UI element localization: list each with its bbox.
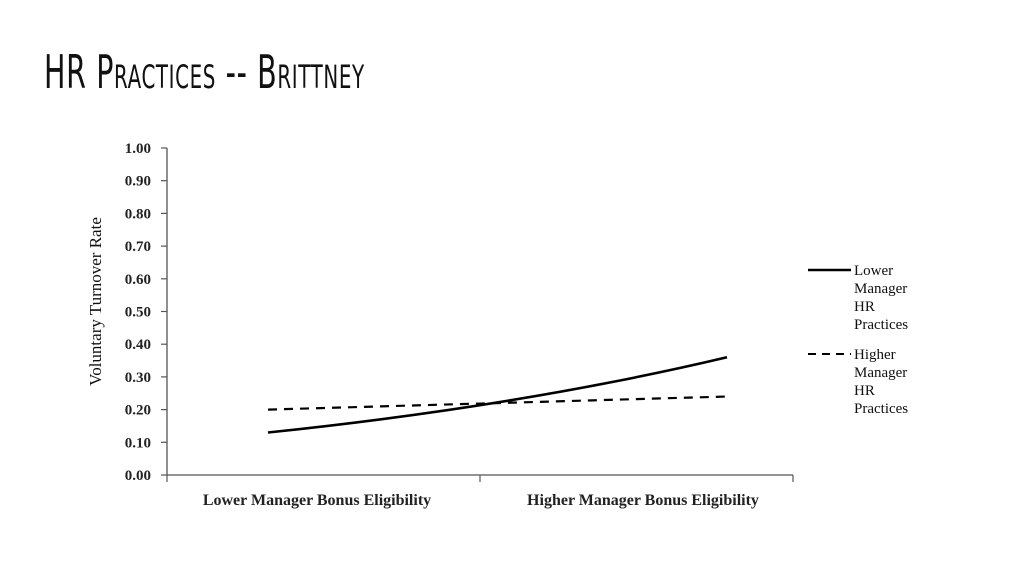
y-tick-label: 0.60 [125,272,151,288]
x-category-label: Higher Manager Bonus Eligibility [527,492,759,509]
y-axis: 0.00 0.10 0.20 0.30 0.40 0.50 0.60 0.70 0.80 0.90… [86,141,168,484]
legend-label-line: Practices [854,401,908,417]
legend-label-line: Manager [854,365,907,381]
y-tick-label: 0.80 [125,206,151,222]
legend-label-line: Lower [854,263,893,279]
legend-label-line: Higher [854,347,896,363]
y-axis-title: Voluntary Turnover Rate [86,217,105,386]
legend-label-line: HR [854,299,875,315]
x-axis: Lower Manager Bonus Eligibility Higher Ma… [166,474,794,509]
legend-label-line: Manager [854,281,907,297]
series-line-2 [267,395,728,411]
series-layer [267,356,728,434]
y-tick-label: 0.30 [125,370,151,386]
legend: Lower Manager HR Practices Higher Manager HR Pr… [808,263,908,417]
slide-title: HR Practices -- Brittney [44,45,365,99]
series-line-1 [267,356,728,434]
y-tick-label: 0.50 [125,305,151,321]
y-tick-label: 0.10 [125,435,151,451]
y-tick-label: 0.00 [125,468,151,484]
y-tick-label: 0.20 [125,403,151,419]
legend-label-line: Practices [854,317,908,333]
y-tick-label: 0.70 [125,239,151,255]
x-category-label: Lower Manager Bonus Eligibility [203,492,431,509]
y-tick-label: 0.90 [125,174,151,190]
legend-label-line: HR [854,383,875,399]
y-tick-label: 0.40 [125,337,151,353]
y-tick-label: 1.00 [125,141,151,157]
